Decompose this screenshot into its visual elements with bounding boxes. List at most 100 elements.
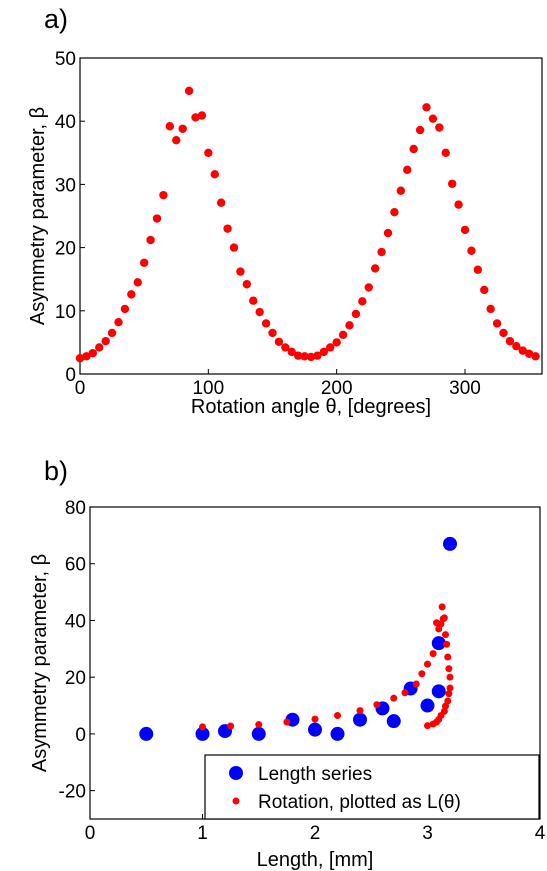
panel-b-series1-point bbox=[444, 653, 452, 661]
panel-a-series0-point bbox=[139, 258, 149, 267]
panel-a-series0-point bbox=[326, 343, 335, 352]
panel-b-xtick-label: 4 bbox=[535, 823, 546, 844]
panel-b-ytick-label: -20 bbox=[59, 782, 86, 803]
panel-b-series0-point bbox=[195, 726, 210, 741]
panel-b-series1-point bbox=[373, 701, 381, 709]
panel-a-series0-point bbox=[377, 247, 386, 257]
panel-b-xtick-label: 3 bbox=[422, 823, 433, 844]
panel-a-plot-frame bbox=[79, 57, 543, 375]
panel-b-series1-point bbox=[283, 718, 291, 726]
panel-a-series0-point bbox=[261, 319, 271, 328]
panel-a-series0-point bbox=[197, 111, 207, 120]
panel-b-series0-point bbox=[431, 636, 446, 651]
panel-a-series0-point bbox=[441, 148, 450, 157]
panel-a-series0-point bbox=[505, 336, 515, 346]
panel-a-series0-point bbox=[486, 304, 495, 314]
panel-b-series0-point bbox=[139, 726, 154, 741]
panel-a-ytick-label: 0 bbox=[65, 365, 76, 386]
legend-label-length-series: Length series bbox=[258, 764, 372, 785]
panel-a-series0-point bbox=[178, 124, 187, 133]
panel-a-series0-point bbox=[524, 349, 534, 358]
panel-a-series0-point bbox=[159, 190, 168, 200]
panel-a-series0-point bbox=[75, 354, 85, 363]
panel-a-series0-point bbox=[107, 328, 117, 338]
panel-b-ylabel: Asymmetry parameter, β bbox=[29, 554, 51, 772]
panel-a-series0-point bbox=[358, 297, 367, 306]
panel-a-series0-point bbox=[216, 198, 226, 207]
panel-a-series0-point bbox=[338, 330, 348, 340]
panel-a-ytick-label: 50 bbox=[55, 49, 76, 70]
panel-a-series0-point bbox=[268, 328, 277, 338]
panel-a-series0-point bbox=[415, 125, 425, 135]
panel-a-series0-point bbox=[88, 348, 98, 358]
panel-a-series0-point bbox=[210, 170, 219, 179]
panel-a-series0-point bbox=[460, 225, 470, 235]
panel-b-ytick-label: 20 bbox=[65, 668, 86, 689]
panel-a-series0-point bbox=[165, 122, 175, 131]
panel-a-series0-point bbox=[447, 179, 457, 188]
panel-a-ytick-label: 20 bbox=[55, 239, 76, 260]
panel-a-series0-point bbox=[409, 144, 418, 154]
panel-b-series0-point bbox=[251, 726, 266, 741]
panel-a-series0-point bbox=[473, 265, 483, 274]
panel-a-series0-point bbox=[370, 264, 380, 273]
panel-a-series0-point bbox=[403, 165, 412, 175]
panel-b-series0-point bbox=[443, 536, 457, 551]
panel-b-ytick-label: 40 bbox=[65, 611, 86, 632]
panel-b-series0-point bbox=[420, 698, 435, 713]
panel-a-series0-point bbox=[152, 214, 162, 223]
panel-a-series0-point bbox=[345, 321, 354, 330]
panel-a-series0-point bbox=[492, 319, 502, 328]
panel-a-xtick-label: 200 bbox=[321, 378, 353, 399]
panel-a-series0-point bbox=[499, 328, 508, 338]
panel-a-ylabel: Asymmetry parameter, β bbox=[27, 107, 49, 325]
panel-a-series0-point bbox=[390, 208, 399, 217]
panel-a-series0-point bbox=[383, 228, 393, 238]
panel-b-series1-point bbox=[334, 711, 341, 719]
panel-a-series0-point bbox=[114, 317, 123, 327]
legend-label-rotation: Rotation, plotted as L(θ) bbox=[258, 792, 461, 813]
panel-a-series0-point bbox=[242, 280, 252, 289]
panel-b-series0-point bbox=[330, 726, 345, 741]
panel-b-series1-point bbox=[440, 614, 448, 622]
panel-b-series1-point bbox=[446, 684, 454, 692]
panel-b-series1-point bbox=[438, 603, 446, 611]
panel-a-xtick-label: 100 bbox=[192, 378, 224, 399]
panel-a-xtick-label: 300 bbox=[449, 378, 481, 399]
panel-a-series0-point bbox=[313, 351, 322, 360]
panel-b-series1-point bbox=[446, 673, 454, 681]
panel-a-series0-point bbox=[236, 267, 245, 276]
panel-a-series0-point bbox=[82, 352, 91, 361]
panel-a-series0-point bbox=[133, 278, 142, 287]
panel-a-series0-point bbox=[300, 352, 309, 361]
panel-b-points bbox=[139, 536, 457, 741]
panel-a-series0-point bbox=[184, 86, 194, 96]
panel-b-ticks: 0 1 2 3 4 -20 0 20 40 60 80 bbox=[59, 498, 546, 844]
panel-b-series1-point bbox=[255, 721, 263, 729]
panel-a-ticks: 0 100 200 300 0 10 20 30 40 50 bbox=[55, 49, 481, 399]
panel-a-series0-point bbox=[223, 224, 232, 233]
panel-a-xlabel: Rotation angle θ, [degrees] bbox=[191, 396, 431, 418]
panel-a-series0-point bbox=[531, 352, 540, 361]
panel-a-series0-point bbox=[172, 135, 181, 145]
panel-a-series0-point bbox=[281, 343, 290, 352]
panel-a-series0-point bbox=[101, 336, 110, 346]
panel-b-series1-point bbox=[401, 689, 409, 697]
panel-b-series1-point bbox=[412, 680, 420, 688]
panel-b-series1-point bbox=[356, 707, 364, 715]
panel-a: a) 0 100 200 300 0 10 20 30 40 50 Rotation angle … bbox=[27, 4, 543, 418]
legend-marker-rotation bbox=[232, 797, 240, 805]
panel-b-series1-point bbox=[443, 640, 451, 648]
panel-b-series1-point bbox=[442, 631, 449, 639]
panel-b: b) 0 1 2 3 4 -20 0 20 40 60 80 Length, [mm] Asymme… bbox=[29, 456, 546, 871]
panel-a-series0-point bbox=[127, 290, 136, 299]
panel-b-series1-point bbox=[227, 722, 235, 730]
panel-b-series1-point bbox=[429, 720, 437, 728]
panel-a-series0-point bbox=[287, 347, 296, 357]
panel-b-xlabel: Length, [mm] bbox=[257, 849, 374, 871]
panel-a-xtick-label: 0 bbox=[75, 378, 86, 399]
panel-a-series0-point bbox=[204, 148, 213, 157]
panel-a-series0-point bbox=[480, 285, 489, 295]
panel-b-xtick-label: 2 bbox=[310, 823, 321, 844]
